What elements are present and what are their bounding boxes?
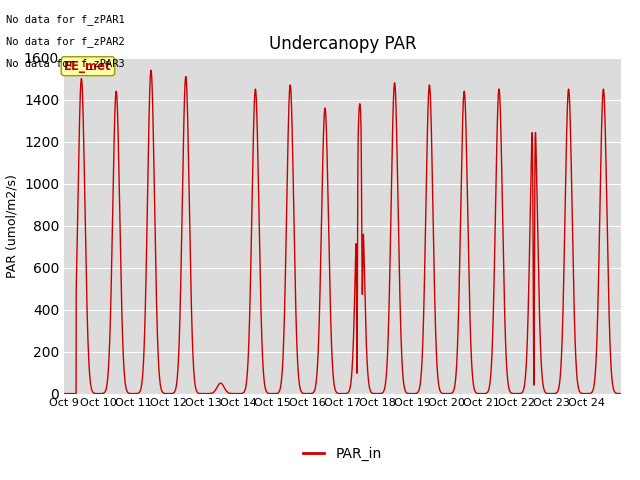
Text: No data for f_zPAR3: No data for f_zPAR3 — [6, 58, 125, 69]
Text: No data for f_zPAR2: No data for f_zPAR2 — [6, 36, 125, 47]
Title: Undercanopy PAR: Undercanopy PAR — [269, 35, 416, 53]
Text: EE_met: EE_met — [64, 60, 112, 72]
Legend: PAR_in: PAR_in — [298, 441, 387, 466]
Text: No data for f_zPAR1: No data for f_zPAR1 — [6, 14, 125, 25]
Y-axis label: PAR (umol/m2/s): PAR (umol/m2/s) — [5, 174, 19, 277]
